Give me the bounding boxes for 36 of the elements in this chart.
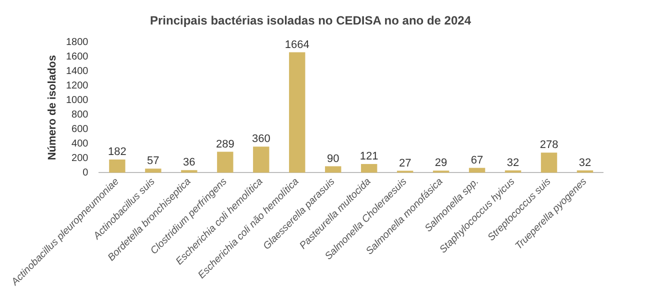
y-tick-label: 0 bbox=[82, 167, 89, 178]
data-label: 67 bbox=[470, 154, 484, 166]
bar bbox=[540, 152, 558, 173]
data-label: 121 bbox=[360, 150, 378, 163]
y-tick-label: 1800 bbox=[66, 37, 89, 48]
y-tick-label: 400 bbox=[72, 138, 89, 150]
bar bbox=[468, 168, 486, 173]
bar bbox=[289, 52, 306, 173]
data-label: 32 bbox=[506, 156, 520, 169]
y-axis-title: Número de isolados bbox=[46, 55, 58, 160]
data-label: 1664 bbox=[284, 38, 310, 51]
data-label: 32 bbox=[578, 156, 592, 169]
bar bbox=[109, 160, 126, 173]
y-tick-label: 800 bbox=[72, 110, 89, 121]
data-label: 27 bbox=[398, 157, 412, 170]
data-label: 90 bbox=[326, 152, 340, 165]
y-tick-label: 1200 bbox=[66, 80, 89, 92]
data-label: 182 bbox=[108, 146, 126, 158]
y-tick-label: 1400 bbox=[66, 66, 89, 78]
data-label: 360 bbox=[252, 133, 270, 146]
data-label: 36 bbox=[183, 156, 196, 169]
data-label: 29 bbox=[434, 157, 448, 170]
bar bbox=[181, 170, 198, 173]
data-label: 278 bbox=[540, 139, 558, 152]
data-label: 289 bbox=[216, 138, 234, 150]
bar bbox=[217, 152, 234, 173]
bar bbox=[325, 166, 342, 173]
bar bbox=[360, 164, 378, 173]
y-tick-label: 1600 bbox=[66, 52, 89, 63]
chart-title: Principais bactérias isoladas no CEDISA no ano de 2024 bbox=[150, 14, 472, 28]
y-tick-label: 600 bbox=[72, 124, 89, 136]
y-tick-label: 200 bbox=[72, 153, 89, 164]
data-label: 57 bbox=[147, 155, 160, 168]
bar bbox=[145, 168, 162, 173]
y-tick-label: 1000 bbox=[66, 95, 89, 106]
bar bbox=[253, 146, 270, 173]
